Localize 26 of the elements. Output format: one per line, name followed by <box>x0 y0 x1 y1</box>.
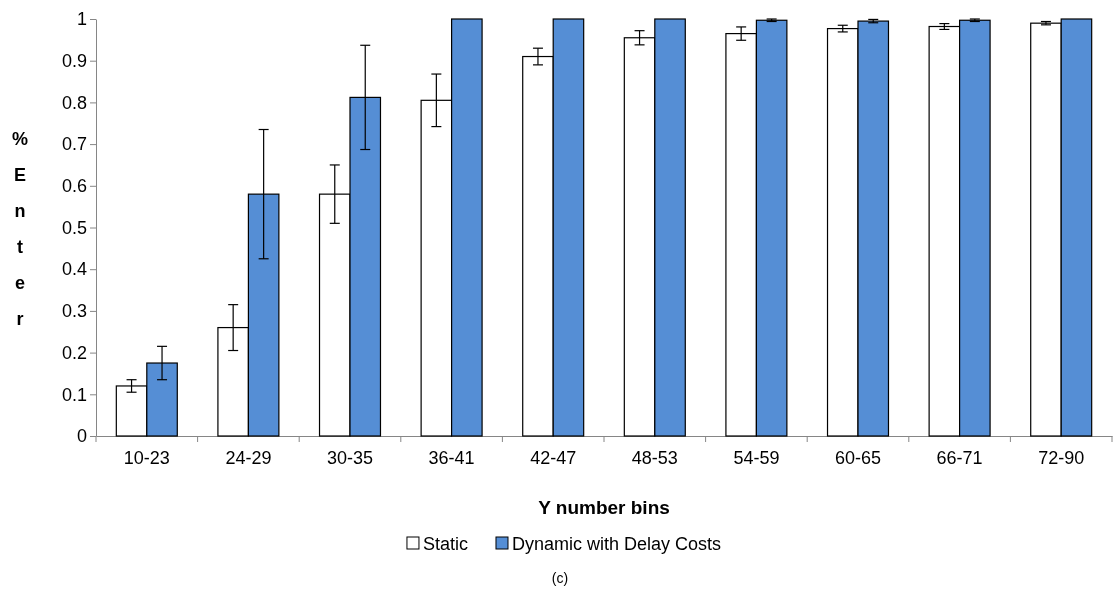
x-tick-label: 10-23 <box>123 448 170 469</box>
y-axis-title: %Enter <box>11 129 29 329</box>
x-axis-title: Y number bins <box>538 497 670 518</box>
y-tick-label: 0.5 <box>61 217 87 238</box>
legend-label: Dynamic with Delay Costs <box>511 534 722 554</box>
y-tick-label: 1 <box>76 9 87 30</box>
x-tick-label: 42-47 <box>530 448 577 469</box>
legend-label: Static <box>422 534 468 554</box>
x-tick-label: 54-59 <box>733 448 780 469</box>
y-tick-label: 0 <box>76 426 87 447</box>
y-tick-label: 0.8 <box>61 92 87 113</box>
y-tick-label: 0.3 <box>61 301 87 322</box>
x-tick-label: 60-65 <box>834 448 882 469</box>
y-tick-label: 0.4 <box>61 259 87 280</box>
y-tick-label: 0.6 <box>61 176 87 197</box>
x-tick-label: 48-53 <box>631 448 678 469</box>
y-tick-label: 0.1 <box>61 384 87 405</box>
y-tick-label: 0.7 <box>61 134 87 155</box>
x-tick-label: 36-41 <box>428 448 475 469</box>
x-tick-label: 66-71 <box>936 448 983 469</box>
y-tick-label: 0.9 <box>61 50 87 71</box>
text: (c) <box>551 570 569 586</box>
y-tick-label: 0.2 <box>61 342 87 363</box>
x-tick-label: 72-90 <box>1038 448 1085 469</box>
x-tick-label: 24-29 <box>225 448 272 469</box>
x-tick-label: 30-35 <box>326 448 374 469</box>
